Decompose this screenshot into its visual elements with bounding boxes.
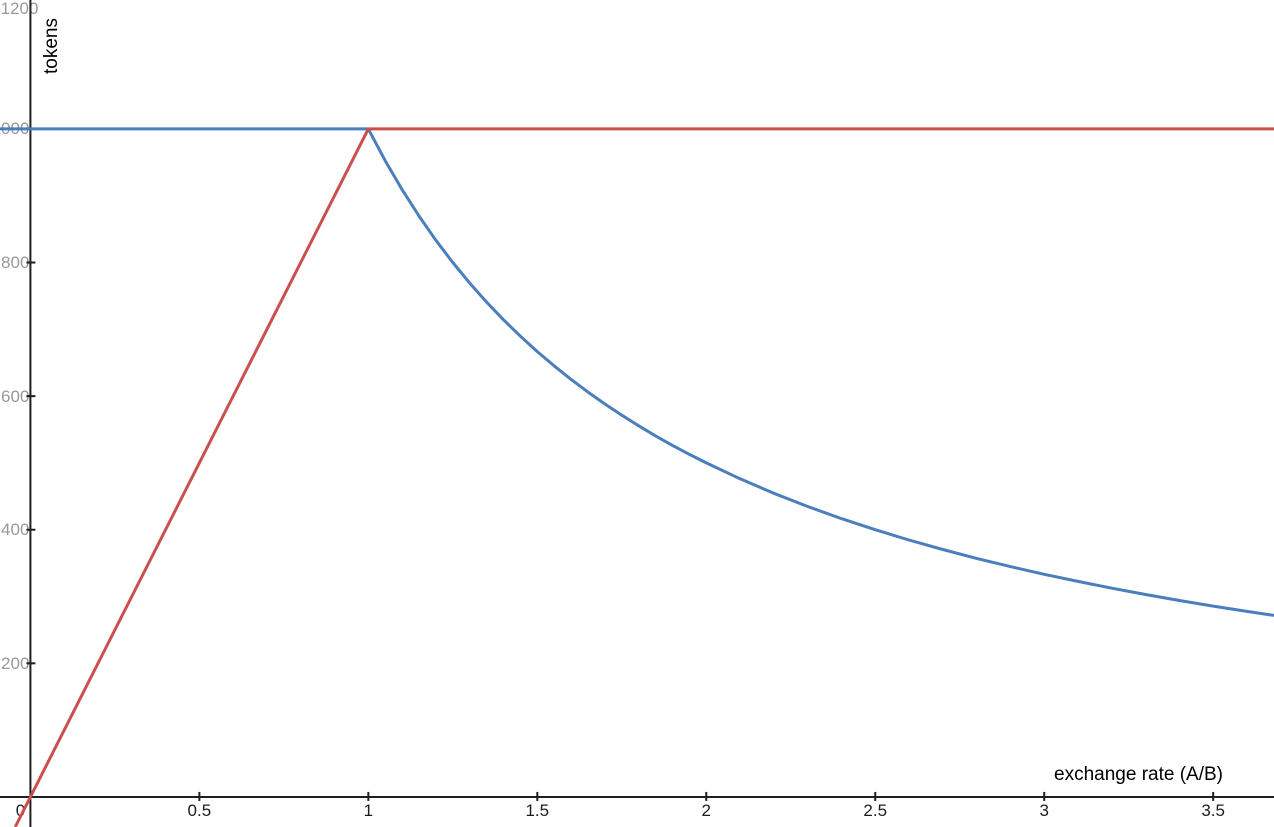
y-tick-label: 1000 xyxy=(0,119,30,139)
x-tick-label: 0.5 xyxy=(187,800,212,820)
x-tick-label: 2.5 xyxy=(863,800,888,820)
x-tick-label: 3.5 xyxy=(1201,800,1225,820)
y-tick-label: 200 xyxy=(1,653,30,673)
y-tick-label: 600 xyxy=(1,386,30,406)
x-tick-label: 2 xyxy=(701,800,711,820)
x-tick-label: 1 xyxy=(363,800,374,820)
x-tick-label: 3 xyxy=(1039,800,1049,820)
y-tick-label: 1200 xyxy=(0,0,39,18)
y-tick-label: 800 xyxy=(1,253,30,273)
origin-tick-label: 0 xyxy=(15,800,26,820)
y-tick-label: 400 xyxy=(1,520,30,540)
x-tick-label: 1.5 xyxy=(525,800,550,820)
